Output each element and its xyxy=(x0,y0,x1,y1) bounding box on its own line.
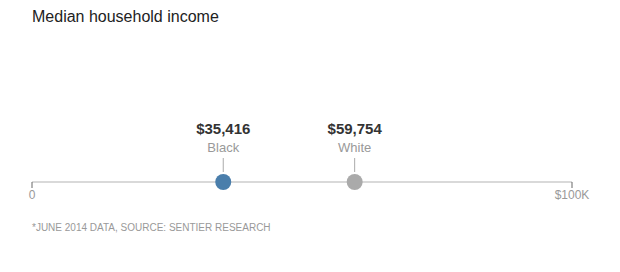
svg-text:$100K: $100K xyxy=(555,188,590,202)
html-text:*JUNE 2014 DATA, SOURCE: SENTI: *JUNE 2014 DATA, SOURCE: SENTIER RESEARC… xyxy=(32,222,271,233)
svg-text:$59,754: $59,754 xyxy=(328,120,383,137)
svg-text:0: 0 xyxy=(29,188,36,202)
svg-text:$35,416: $35,416 xyxy=(196,120,250,137)
html-text:Median household income: Median household income xyxy=(32,8,219,25)
svg-text:Black: Black xyxy=(207,140,239,155)
svg-text:White: White xyxy=(338,140,371,155)
